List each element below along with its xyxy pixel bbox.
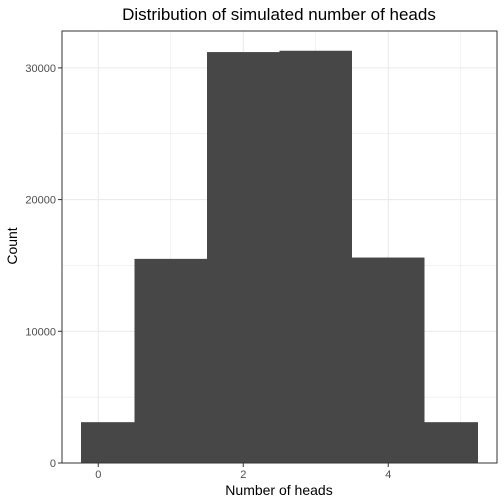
y-tick-label: 10000 [25, 326, 56, 338]
x-axis-title: Number of heads [225, 482, 332, 498]
y-axis-title: Count [4, 227, 20, 264]
x-tick-label: 2 [240, 469, 246, 481]
x-axis-ticks: 0 2 4 [95, 463, 391, 481]
y-axis-ticks: 0 10000 20000 30000 [25, 63, 62, 470]
chart-title: Distribution of simulated number of head… [122, 5, 436, 24]
panel-border [61, 30, 498, 464]
bar-3 [279, 50, 352, 463]
bar-5 [424, 422, 478, 463]
y-tick-label: 20000 [25, 195, 56, 207]
bar-0 [81, 422, 135, 463]
y-tick-label: 30000 [25, 63, 56, 75]
y-tick-label: 0 [50, 458, 56, 470]
x-tick-label: 0 [95, 469, 101, 481]
bar-1 [134, 258, 207, 463]
x-tick-label: 4 [385, 469, 391, 481]
bars [81, 50, 478, 463]
bar-2 [207, 52, 280, 463]
bar-4 [352, 257, 425, 463]
